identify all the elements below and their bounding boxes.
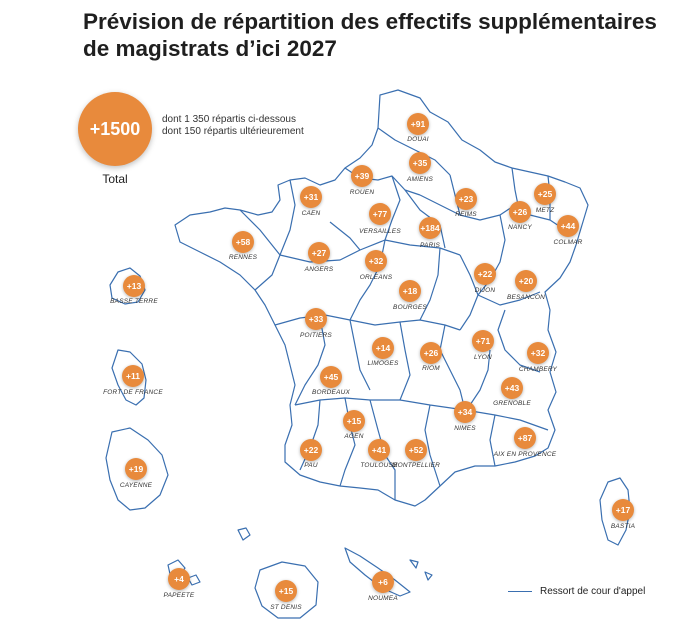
marker-besancon: +20	[515, 270, 537, 292]
marker-bastia: +17	[612, 499, 634, 521]
marker-montpellier: +52	[405, 439, 427, 461]
city-label-besancon: BESANCON	[506, 294, 546, 301]
corsica-outline	[599, 477, 631, 546]
city-label-versailles: VERSAILLES	[359, 228, 401, 235]
city-label-limoges: LIMOGES	[367, 360, 399, 367]
city-label-orleans: ORLEANS	[359, 274, 393, 281]
mainland-outline	[174, 89, 589, 507]
city-label-bordeaux: BORDEAUX	[311, 389, 351, 396]
marker-agen: +15	[343, 410, 365, 432]
city-label-reims: REIMS	[455, 211, 477, 218]
city-label-montpellier: MONTPELLIER	[391, 462, 441, 469]
city-label-bastia: BASTIA	[610, 523, 636, 530]
marker-orleans: +32	[365, 250, 387, 272]
city-label-angers: ANGERS	[304, 266, 334, 273]
new-caledonia-outline	[344, 547, 433, 597]
marker-amiens: +35	[409, 152, 431, 174]
city-label-rennes: RENNES	[228, 254, 258, 261]
city-label-noumea: NOUMEA	[368, 595, 398, 602]
city-label-basse-terre: BASSE TERRE	[110, 298, 158, 305]
city-label-nancy: NANCY	[508, 224, 532, 231]
city-label-st-denis: ST DENIS	[270, 604, 302, 611]
legend-label: Ressort de cour d'appel	[540, 586, 646, 597]
marker-nancy: +26	[509, 201, 531, 223]
guyane-outline	[105, 427, 169, 511]
city-label-lyon: LYON	[474, 354, 492, 361]
marker-nimes: +34	[454, 401, 476, 423]
marker-rennes: +58	[232, 231, 254, 253]
total-label: Total	[102, 172, 128, 186]
marker-bourges: +18	[399, 280, 421, 302]
marker-douai: +91	[407, 113, 429, 135]
marker-limoges: +14	[372, 337, 394, 359]
city-label-grenoble: GRENOBLE	[493, 400, 531, 407]
total-note-later: dont 150 répartis ultérieurement	[162, 126, 304, 137]
marker-noumea: +6	[372, 571, 394, 593]
city-label-colmar: COLMAR	[553, 239, 583, 246]
city-label-cayenne: CAYENNE	[119, 482, 153, 489]
marker-dijon: +22	[474, 263, 496, 285]
city-label-dijon: DIJON	[474, 287, 496, 294]
marker-paris: +184	[419, 217, 441, 239]
city-label-metz: METZ	[535, 207, 555, 214]
city-label-papeete: PAPEETE	[163, 592, 195, 599]
marker-colmar: +44	[557, 215, 579, 237]
guadeloupe-outline	[109, 267, 146, 305]
city-label-aix-en-provence: AIX EN PROVENCE	[493, 451, 557, 458]
marker-st-denis: +15	[275, 580, 297, 602]
marker-papeete: +4	[168, 568, 190, 590]
city-label-riom: RIOM	[422, 365, 440, 372]
marker-poitiers: +33	[305, 308, 327, 330]
marker-versailles: +77	[369, 203, 391, 225]
city-label-caen: CAEN	[301, 210, 321, 217]
martinique-outline	[111, 349, 147, 406]
city-label-nimes: NIMES	[454, 425, 476, 432]
city-label-toulouse: TOULOUSE	[360, 462, 398, 469]
city-label-agen: AGEN	[344, 433, 364, 440]
city-label-paris: PARIS	[419, 242, 441, 249]
marker-grenoble: +43	[501, 377, 523, 399]
total-note-distributed: dont 1 350 répartis ci-dessous	[162, 114, 296, 125]
legend-line-swatch	[508, 591, 532, 592]
city-label-amiens: AMIENS	[406, 176, 434, 183]
city-label-pau: PAU	[304, 462, 318, 469]
marker-angers: +27	[308, 242, 330, 264]
city-label-douai: DOUAI	[407, 136, 429, 143]
city-label-bourges: BOURGES	[393, 304, 427, 311]
marker-rouen: +39	[351, 165, 373, 187]
city-label-poitiers: POITIERS	[300, 332, 332, 339]
marker-lyon: +71	[472, 330, 494, 352]
marker-riom: +26	[420, 342, 442, 364]
marker-toulouse: +41	[368, 439, 390, 461]
marker-bordeaux: +45	[320, 366, 342, 388]
marker-metz: +25	[534, 183, 556, 205]
marker-fort-de-france: +11	[122, 365, 144, 387]
reunion-outline	[254, 561, 319, 619]
city-label-fort-de-france: FORT DE FRANCE	[103, 389, 163, 396]
marker-pau: +22	[300, 439, 322, 461]
marker-reims: +23	[455, 188, 477, 210]
marker-chambery: +32	[527, 342, 549, 364]
city-label-rouen: ROUEN	[349, 189, 375, 196]
marker-aix-en-provence: +87	[514, 427, 536, 449]
map-title: Prévision de répartition des effectifs s…	[83, 9, 657, 61]
marker-caen: +31	[300, 186, 322, 208]
marker-cayenne: +19	[125, 458, 147, 480]
city-label-chambery: CHAMBERY	[518, 366, 558, 373]
marker-basse-terre: +13	[123, 275, 145, 297]
total-bubble: +1500	[78, 92, 152, 166]
legend: Ressort de cour d'appel	[508, 586, 645, 597]
